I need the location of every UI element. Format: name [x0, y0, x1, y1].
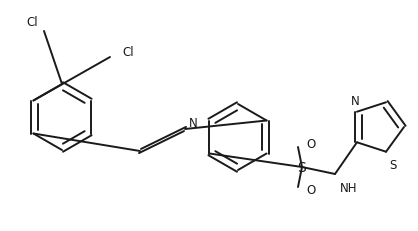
Text: Cl: Cl [122, 45, 134, 58]
Text: Cl: Cl [26, 15, 38, 28]
Text: S: S [298, 160, 306, 174]
Text: N: N [351, 94, 359, 107]
Text: O: O [306, 138, 315, 151]
Text: N: N [189, 117, 198, 130]
Text: NH: NH [340, 181, 357, 194]
Text: O: O [306, 184, 315, 197]
Text: S: S [389, 158, 396, 171]
